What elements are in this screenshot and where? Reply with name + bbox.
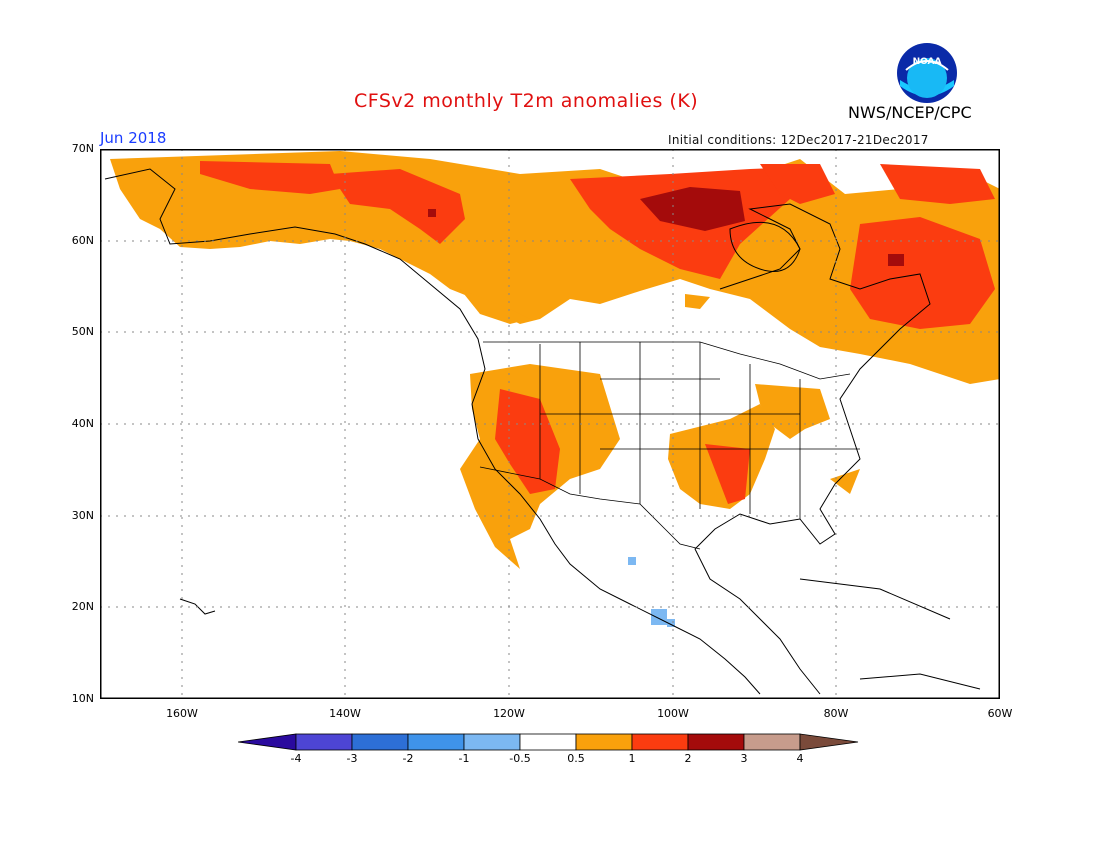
lat-label-40n: 40N — [71, 417, 94, 430]
colorbar-tick-label: 2 — [684, 752, 692, 765]
lon-label-120w: 120W — [493, 707, 525, 720]
anomaly-fill-darkred — [428, 187, 904, 266]
colorbar-tick-label: -0.5 — [509, 752, 531, 765]
lat-label-30n: 30N — [71, 509, 94, 522]
lon-label-140w: 140W — [329, 707, 361, 720]
lat-label-60n: 60N — [71, 234, 94, 247]
colorbar-tick-label: 3 — [740, 752, 748, 765]
lat-label-10n: 10N — [71, 692, 94, 705]
lon-label-100w: 100W — [657, 707, 689, 720]
colorbar-arrow-high — [799, 733, 859, 751]
colorbar-tick-label: -1 — [458, 752, 470, 765]
colorbar-tick-label: -3 — [346, 752, 358, 765]
lat-label-70n: 70N — [71, 142, 94, 155]
colorbar-cell — [519, 733, 577, 751]
colorbar-cell — [463, 733, 521, 751]
colorbar-cell — [575, 733, 633, 751]
colorbar-cell — [351, 733, 409, 751]
colorbar-arrow-low — [238, 733, 297, 751]
logo-text: NOAA — [913, 57, 942, 67]
lon-label-160w: 160W — [166, 707, 198, 720]
colorbar-cell — [631, 733, 689, 751]
colorbar-tick-label: -4 — [290, 752, 302, 765]
map-frame — [100, 149, 1000, 699]
lat-label-50n: 50N — [71, 325, 94, 338]
coastlines — [104, 168, 981, 695]
colorbar-cell — [743, 733, 801, 751]
colorbar-tick-label: -2 — [402, 752, 414, 765]
map-title: CFSv2 monthly T2m anomalies (K) — [354, 90, 699, 112]
colorbar-cell — [687, 733, 745, 751]
anomaly-map — [100, 149, 1000, 699]
noaa-logo-icon: NOAA — [897, 43, 957, 103]
colorbar-tick-label: 1 — [628, 752, 636, 765]
political-boundaries — [479, 341, 860, 550]
lat-label-20n: 20N — [71, 600, 94, 613]
colorbar-cell — [295, 733, 353, 751]
colorbar — [238, 733, 859, 751]
graticule — [100, 149, 1000, 699]
colorbar-tick-label: 4 — [796, 752, 804, 765]
initial-conditions: Initial conditions: 12Dec2017-21Dec2017 — [668, 133, 929, 147]
lon-label-80w: 80W — [823, 707, 849, 720]
colorbar-tick-label: 0.5 — [567, 752, 585, 765]
agency-label: NWS/NCEP/CPC — [848, 103, 972, 122]
colorbar-cell — [407, 733, 465, 751]
forecast-month: Jun 2018 — [100, 129, 167, 147]
lon-label-60w: 60W — [987, 707, 1013, 720]
